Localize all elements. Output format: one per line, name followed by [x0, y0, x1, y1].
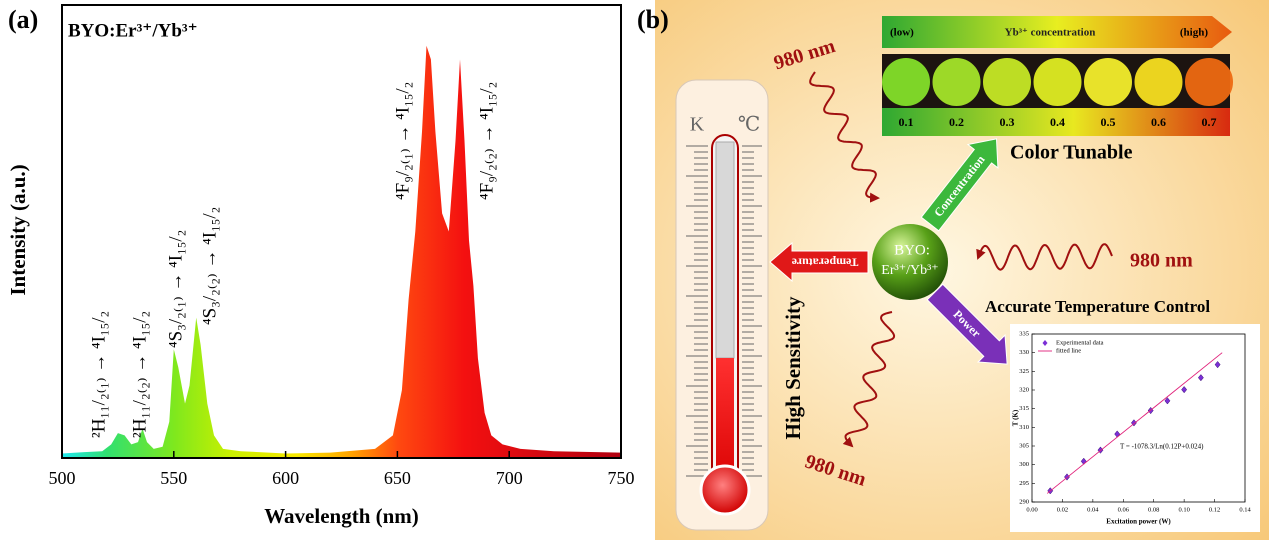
y-axis-title: T (K): [1012, 409, 1020, 426]
x-tick-label: 750: [608, 468, 635, 488]
temperature-control-label: Accurate Temperature Control: [985, 297, 1210, 316]
y-tick-label: 290: [1019, 498, 1029, 505]
color-tunable-label: Color Tunable: [1010, 142, 1133, 164]
y-tick-label: 295: [1019, 480, 1029, 487]
x-tick-label: 600: [272, 468, 299, 488]
fit-line: [1046, 352, 1223, 494]
legend-swatch: [1042, 340, 1048, 346]
transition-label: ⁴S₃/₂₍₁₎ → ⁴I₁₅/₂: [165, 230, 186, 348]
concentration-arrow: [882, 16, 1232, 48]
inset-background: [1010, 324, 1260, 532]
legend-label: fitted line: [1056, 347, 1081, 354]
bar-label: (low): [890, 27, 914, 39]
data-point: [1164, 397, 1171, 405]
y-tick-label: 315: [1019, 405, 1029, 412]
sensitivity-label: High Sensitivity: [781, 296, 805, 439]
excitation-wave: [809, 71, 880, 203]
excitation-wave: [842, 311, 896, 448]
arrow-label: Temperature: [791, 255, 858, 269]
transition-label: ⁴S₃/₂₍₂₎ → ⁴I₁₅/₂: [199, 207, 220, 325]
x-tick-label: 0.08: [1148, 506, 1159, 513]
x-axis-title: Wavelength (nm): [264, 504, 419, 528]
sample-glow: [1134, 58, 1183, 106]
sample-glow: [1185, 58, 1233, 106]
x-tick-label: 0.06: [1118, 506, 1130, 513]
x-tick-label: 550: [160, 468, 187, 488]
transition-label: ⁴F₉/₂₍₁₎ → ⁴I₁₅/₂: [392, 82, 413, 200]
level-strip: [882, 108, 1230, 136]
unit-label: K: [690, 114, 705, 136]
thermometer-empty: [715, 141, 735, 359]
inset-frame: [1031, 333, 1246, 503]
arrow-shape: [920, 138, 999, 232]
arrow-shape: [926, 283, 1008, 365]
unit-label: ℃: [738, 114, 760, 136]
excitation-label: 980 nm: [1130, 250, 1193, 272]
y-tick-label: 310: [1019, 424, 1029, 431]
level-label: 0.7: [1202, 115, 1217, 129]
sample-glow: [1084, 58, 1132, 106]
bar-label: (high): [1180, 27, 1208, 39]
y-tick-label: 320: [1019, 386, 1029, 393]
chart-title: BYO:Er³⁺/Yb³⁺: [68, 20, 198, 41]
transition-label: ²H₁₁/₂₍₁₎ → ⁴I₁₅/₂: [88, 311, 109, 438]
center-ball: [872, 224, 948, 300]
level-label: 0.2: [949, 115, 964, 129]
level-label: 0.5: [1101, 115, 1116, 129]
level-label: 0.4: [1050, 115, 1065, 129]
y-tick-label: 325: [1019, 368, 1029, 375]
x-tick-label: 0.00: [1026, 506, 1037, 513]
data-point: [1181, 386, 1188, 394]
center-label: Er³⁺/Yb³⁺: [881, 263, 938, 278]
y-tick-label: 330: [1019, 349, 1029, 356]
x-tick-label: 0.12: [1209, 506, 1220, 513]
level-label: 0.1: [899, 115, 914, 129]
spectrum-area: [62, 45, 621, 459]
sample-glow: [932, 58, 981, 106]
x-tick-label: 700: [496, 468, 523, 488]
x-tick-label: 0.14: [1239, 506, 1251, 513]
level-label: 0.3: [1000, 115, 1015, 129]
y-axis-title: Intensity (a.u.): [6, 164, 30, 295]
y-tick-label: 335: [1019, 330, 1029, 337]
x-tick-label: 500: [49, 468, 76, 488]
x-tick-label: 0.02: [1057, 506, 1068, 513]
thermometer-mercury: [716, 358, 734, 493]
y-tick-label: 300: [1019, 461, 1029, 468]
data-point: [1197, 374, 1204, 382]
fit-equation: T = -1078.3/Ln(0.12P+0.024): [1120, 443, 1204, 451]
legend-label: Experimental data: [1056, 339, 1104, 346]
arrow: Temperature: [769, 241, 869, 283]
x-tick-label: 0.04: [1087, 506, 1099, 513]
x-axis-title: Excitation power (W): [1106, 518, 1171, 526]
sample-glow: [1033, 58, 1082, 106]
data-point: [1214, 361, 1221, 369]
excitation-wave: [976, 243, 1113, 271]
bar-label: Yb³⁺ concentration: [1005, 27, 1096, 39]
x-tick-label: 650: [384, 468, 411, 488]
plot-frame: [61, 4, 622, 459]
panel-label: (b): [637, 5, 669, 34]
arrow-shape: [769, 241, 869, 283]
center-label: BYO:: [894, 242, 930, 258]
transition-label: ²H₁₁/₂₍₂₎ → ⁴I₁₅/₂: [129, 311, 150, 438]
level-label: 0.6: [1151, 115, 1166, 129]
y-tick-label: 305: [1019, 442, 1029, 449]
transition-label: ⁴F₉/₂₍₂₎ → ⁴I₁₅/₂: [476, 82, 497, 200]
thermometer-bulb: [699, 464, 751, 516]
panel-label: (a): [8, 5, 38, 34]
sample-glow: [983, 58, 1031, 106]
sample-glow: [882, 58, 930, 106]
x-tick-label: 0.10: [1178, 506, 1189, 513]
